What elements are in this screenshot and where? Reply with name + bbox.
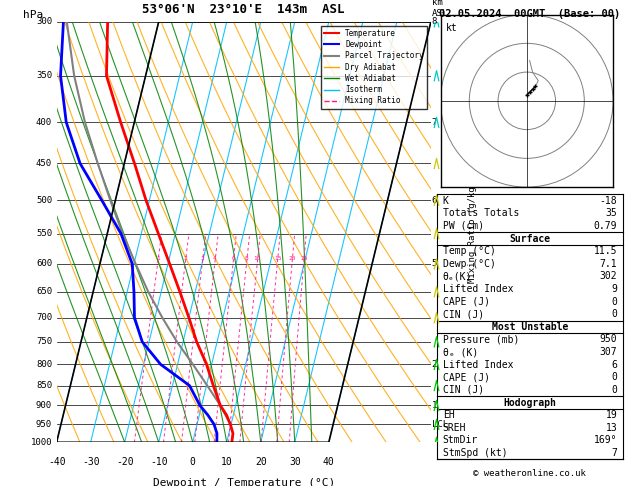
Text: 0: 0 xyxy=(611,385,617,395)
Text: -30: -30 xyxy=(82,457,99,467)
Text: θₑ(K): θₑ(K) xyxy=(443,271,472,281)
Text: hPa: hPa xyxy=(23,10,43,20)
Text: 10: 10 xyxy=(221,457,233,467)
Text: SREH: SREH xyxy=(443,423,466,433)
Legend: Temperature, Dewpoint, Parcel Trajectory, Dry Adiabat, Wet Adiabat, Isotherm, Mi: Temperature, Dewpoint, Parcel Trajectory… xyxy=(321,26,427,108)
Text: LCL: LCL xyxy=(431,420,448,429)
Text: CAPE (J): CAPE (J) xyxy=(443,372,490,382)
Text: 11.5: 11.5 xyxy=(594,246,617,256)
Text: 5: 5 xyxy=(431,260,437,268)
Text: Totals Totals: Totals Totals xyxy=(443,208,519,218)
Text: 40: 40 xyxy=(323,457,335,467)
Text: 169°: 169° xyxy=(594,435,617,445)
Text: 1: 1 xyxy=(431,401,437,410)
Text: 302: 302 xyxy=(599,271,617,281)
Text: 10: 10 xyxy=(253,256,261,261)
Text: 35: 35 xyxy=(605,208,617,218)
Text: 7: 7 xyxy=(611,448,617,458)
Text: 650: 650 xyxy=(36,287,52,296)
Text: 1: 1 xyxy=(156,256,160,261)
Text: 8: 8 xyxy=(431,17,437,26)
Text: 950: 950 xyxy=(36,420,52,429)
Text: 600: 600 xyxy=(36,260,52,268)
Text: 2: 2 xyxy=(184,256,187,261)
Text: 7: 7 xyxy=(431,118,437,127)
Text: Dewpoint / Temperature (°C): Dewpoint / Temperature (°C) xyxy=(153,478,335,486)
Text: Dewp (°C): Dewp (°C) xyxy=(443,259,496,269)
Text: 8: 8 xyxy=(245,256,248,261)
Text: 950: 950 xyxy=(599,334,617,345)
Text: CAPE (J): CAPE (J) xyxy=(443,296,490,307)
Text: 850: 850 xyxy=(36,381,52,390)
Text: 7.1: 7.1 xyxy=(599,259,617,269)
Text: 6: 6 xyxy=(231,256,235,261)
Text: 02.05.2024  00GMT  (Base: 00): 02.05.2024 00GMT (Base: 00) xyxy=(439,9,620,18)
Text: -20: -20 xyxy=(116,457,133,467)
Text: Temp (°C): Temp (°C) xyxy=(443,246,496,256)
Text: 15: 15 xyxy=(274,256,281,261)
Text: θₑ (K): θₑ (K) xyxy=(443,347,478,357)
Text: 0: 0 xyxy=(611,296,617,307)
Text: EH: EH xyxy=(443,410,455,420)
Text: 0: 0 xyxy=(190,457,196,467)
Text: 0: 0 xyxy=(611,372,617,382)
Text: 300: 300 xyxy=(36,17,52,26)
Text: 0.79: 0.79 xyxy=(594,221,617,231)
Text: 25: 25 xyxy=(300,256,308,261)
Text: 1000: 1000 xyxy=(31,438,52,447)
Text: Lifted Index: Lifted Index xyxy=(443,284,513,294)
Text: K: K xyxy=(443,196,448,206)
Text: -10: -10 xyxy=(150,457,167,467)
Text: 9: 9 xyxy=(611,284,617,294)
Text: 450: 450 xyxy=(36,159,52,168)
Text: CIN (J): CIN (J) xyxy=(443,309,484,319)
Text: 13: 13 xyxy=(605,423,617,433)
Text: Most Unstable: Most Unstable xyxy=(492,322,568,332)
Text: km
ASL: km ASL xyxy=(431,0,448,17)
Text: CIN (J): CIN (J) xyxy=(443,385,484,395)
Text: 550: 550 xyxy=(36,229,52,238)
Text: -18: -18 xyxy=(599,196,617,206)
Text: 19: 19 xyxy=(605,410,617,420)
Text: PW (cm): PW (cm) xyxy=(443,221,484,231)
Text: 2: 2 xyxy=(431,360,437,369)
Text: 400: 400 xyxy=(36,118,52,127)
Text: 30: 30 xyxy=(289,457,301,467)
Text: 20: 20 xyxy=(289,256,296,261)
Text: 3: 3 xyxy=(201,256,204,261)
Text: 307: 307 xyxy=(599,347,617,357)
Text: Pressure (mb): Pressure (mb) xyxy=(443,334,519,345)
Text: 20: 20 xyxy=(255,457,267,467)
Text: -40: -40 xyxy=(48,457,65,467)
Text: 750: 750 xyxy=(36,337,52,347)
Text: © weatheronline.co.uk: © weatheronline.co.uk xyxy=(474,469,586,478)
Text: Lifted Index: Lifted Index xyxy=(443,360,513,370)
Text: 53°06'N  23°10'E  143m  ASL: 53°06'N 23°10'E 143m ASL xyxy=(143,2,345,16)
Text: Surface: Surface xyxy=(509,234,550,243)
Text: 350: 350 xyxy=(36,71,52,80)
Text: 700: 700 xyxy=(36,313,52,322)
Text: 800: 800 xyxy=(36,360,52,369)
Text: 6: 6 xyxy=(431,196,437,205)
Text: kt: kt xyxy=(446,23,458,33)
Text: 0: 0 xyxy=(611,309,617,319)
Text: 6: 6 xyxy=(611,360,617,370)
Text: Mixing Ratio (g/kg): Mixing Ratio (g/kg) xyxy=(467,181,477,283)
Text: Hodograph: Hodograph xyxy=(503,398,557,408)
Text: StmSpd (kt): StmSpd (kt) xyxy=(443,448,508,458)
Text: 4: 4 xyxy=(213,256,217,261)
Text: 900: 900 xyxy=(36,401,52,410)
Text: 500: 500 xyxy=(36,196,52,205)
Text: StmDir: StmDir xyxy=(443,435,478,445)
